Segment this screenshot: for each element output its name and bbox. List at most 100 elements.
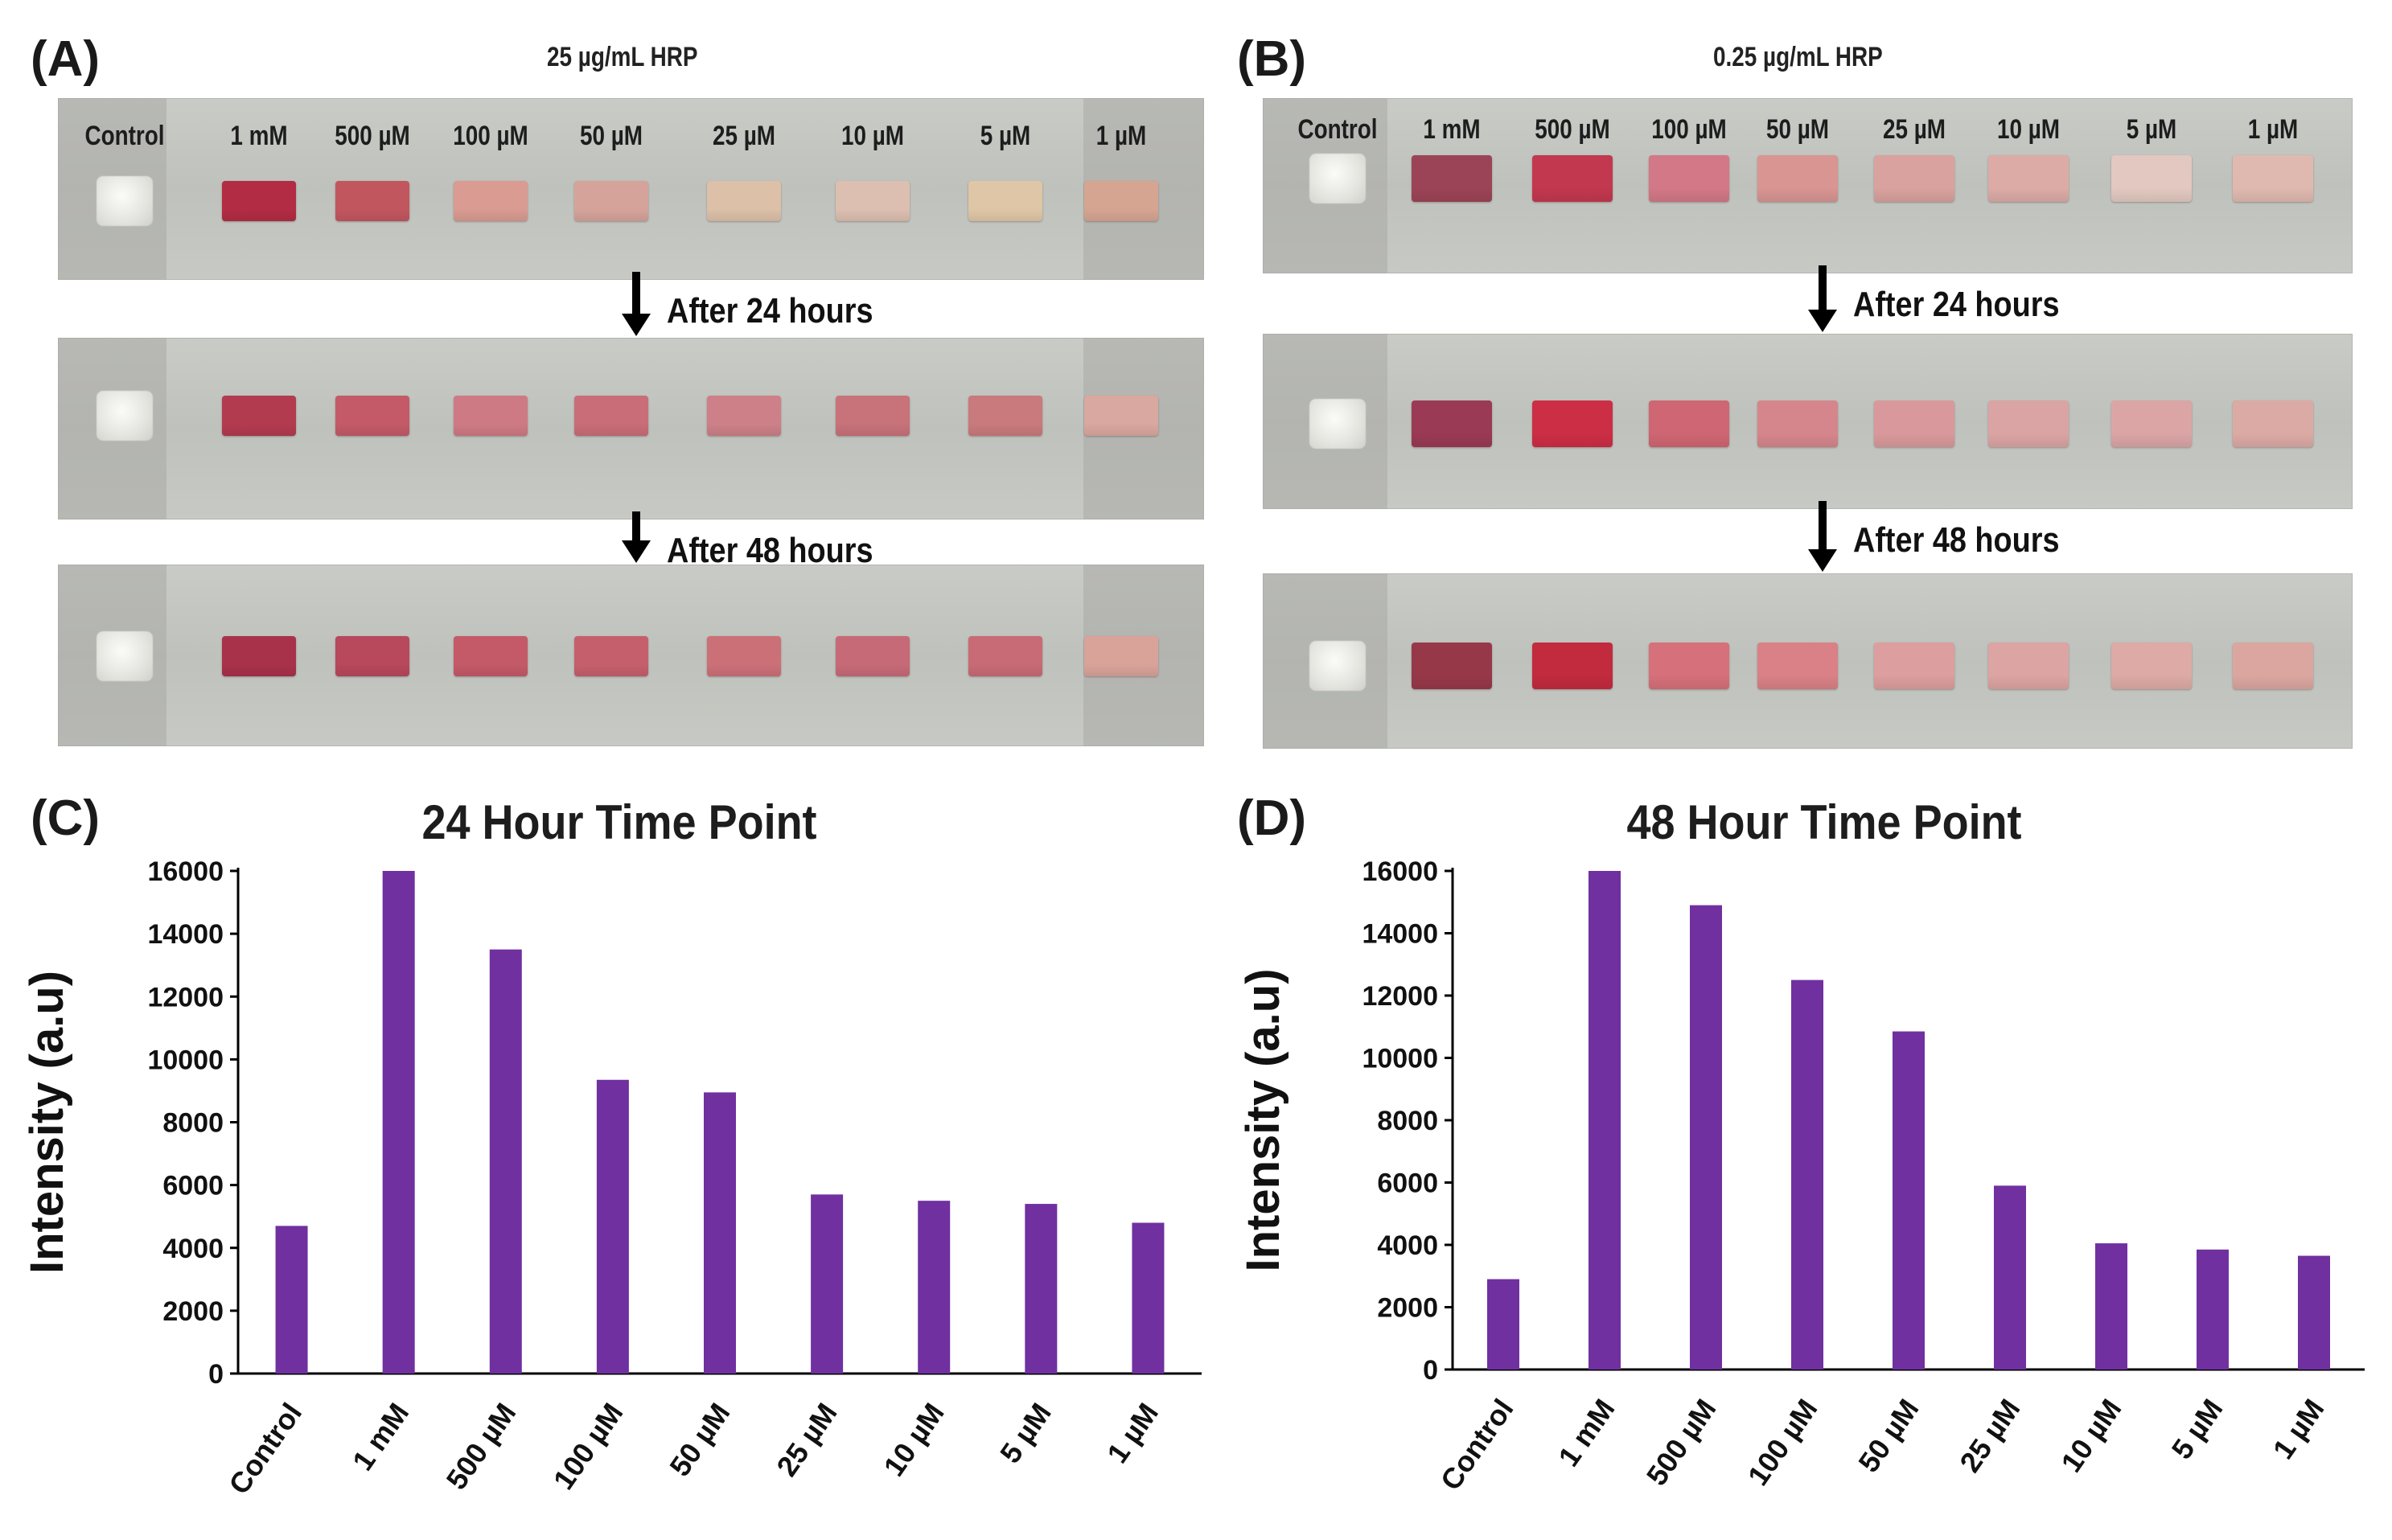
test-pad-swatch xyxy=(1532,155,1613,202)
x-tick-label: Control xyxy=(222,1397,308,1500)
concentration-label: 1 mM xyxy=(230,121,288,151)
test-pad-swatch xyxy=(1874,155,1954,202)
down-arrow-icon xyxy=(622,272,651,336)
test-pad-swatch xyxy=(2111,155,2192,202)
concentration-label: 25 µM xyxy=(712,121,776,151)
test-pad-swatch xyxy=(1988,400,2069,447)
test-pad-swatch xyxy=(335,396,409,436)
y-axis-label: Intensity (a.u) xyxy=(1237,968,1289,1271)
test-pad-swatch xyxy=(836,181,910,221)
panel-a-strip-0 xyxy=(58,98,1204,280)
test-pad-swatch xyxy=(707,181,781,221)
test-pad-swatch xyxy=(1874,643,1954,689)
control-pad xyxy=(1309,154,1366,203)
test-pad-swatch xyxy=(1874,400,1954,447)
chart-d: 0 2000 4000 6000 8000 10000 12000 14000 16000 Int… xyxy=(1237,856,2365,1496)
test-pad-swatch xyxy=(2111,400,2192,447)
bar xyxy=(918,1201,951,1374)
y-tick-label: 8000 xyxy=(1377,1106,1438,1136)
bar xyxy=(1791,979,1823,1370)
test-pad-swatch xyxy=(1757,400,1838,447)
panel-a-label: (A) xyxy=(31,31,101,87)
x-tick-label: 5 µM xyxy=(993,1397,1058,1469)
bar xyxy=(1589,871,1621,1370)
test-pad-swatch xyxy=(2233,155,2313,202)
control-pad xyxy=(97,176,153,226)
panel-b-title: 0.25 µg/mL HRP xyxy=(1713,42,1883,72)
y-tick-label: 4000 xyxy=(1377,1230,1438,1261)
concentration-label: 100 µM xyxy=(453,121,528,151)
concentration-label: 5 µM xyxy=(2126,114,2177,145)
test-pad-swatch xyxy=(1757,155,1838,202)
test-pad-swatch xyxy=(222,396,296,436)
bar xyxy=(811,1194,844,1374)
panel-b-label: (B) xyxy=(1237,31,1307,87)
test-pad-swatch xyxy=(454,181,528,221)
test-pad-swatch xyxy=(1084,636,1158,676)
test-pad-swatch xyxy=(2111,643,2192,689)
y-tick-label: 10000 xyxy=(147,1045,224,1075)
concentration-label: 10 µM xyxy=(840,121,905,151)
panel-d-label: (D) xyxy=(1237,791,1307,846)
test-pad-swatch xyxy=(836,396,910,436)
bar xyxy=(704,1092,736,1374)
concentration-label: Control xyxy=(84,121,165,151)
test-pad-swatch xyxy=(222,636,296,676)
test-pad-swatch xyxy=(968,396,1042,436)
test-pad-swatch xyxy=(836,636,910,676)
y-tick-label: 2000 xyxy=(162,1296,224,1327)
control-pad xyxy=(97,391,153,441)
test-pad-swatch xyxy=(968,181,1042,221)
x-tick-label: 1 mM xyxy=(1552,1393,1621,1472)
test-pad-swatch xyxy=(707,636,781,676)
concentration-label: 5 µM xyxy=(980,121,1031,151)
y-tick-label: 16000 xyxy=(1362,856,1438,887)
concentration-label: 25 µM xyxy=(1882,114,1946,145)
down-arrow-icon xyxy=(1808,265,1837,332)
panel-b-strip-0 xyxy=(1263,98,2353,273)
concentration-label: 1 µM xyxy=(2247,114,2299,145)
bar xyxy=(1994,1185,2026,1370)
test-pad-swatch xyxy=(2233,400,2313,447)
concentration-label: 1 mM xyxy=(1423,114,1481,145)
x-tick-label: Control xyxy=(1434,1393,1520,1496)
test-pad-swatch xyxy=(1084,396,1158,436)
y-tick-label: 14000 xyxy=(1362,919,1438,950)
bar xyxy=(489,949,522,1374)
bar xyxy=(382,871,415,1374)
time-step-label: After 48 hours xyxy=(667,531,873,570)
concentration-label: 10 µM xyxy=(1996,114,2061,145)
y-tick-label: 6000 xyxy=(162,1171,224,1201)
y-axis-label: Intensity (a.u) xyxy=(21,971,73,1274)
test-pad-swatch xyxy=(1757,643,1838,689)
test-pad-swatch xyxy=(335,636,409,676)
y-tick-label: 0 xyxy=(208,1359,224,1390)
concentration-label: 500 µM xyxy=(1535,114,1610,145)
down-arrow-icon xyxy=(622,511,651,563)
x-tick-label: 1 µM xyxy=(2267,1393,2331,1465)
y-tick-label: 4000 xyxy=(162,1234,224,1264)
x-tick-label: 100 µM xyxy=(1741,1393,1824,1491)
test-pad-swatch xyxy=(707,396,781,436)
control-pad xyxy=(97,631,153,681)
down-arrow-icon xyxy=(1808,501,1837,572)
test-pad-swatch xyxy=(1532,400,1613,447)
time-step-label: After 24 hours xyxy=(1853,285,2060,324)
test-pad-swatch xyxy=(1412,643,1492,689)
panel-a-strip-1 xyxy=(58,338,1204,519)
panel-a-title: 25 µg/mL HRP xyxy=(547,42,698,72)
panel-b-strip-1 xyxy=(1263,334,2353,509)
test-pad-swatch xyxy=(1084,181,1158,221)
concentration-label: 1 µM xyxy=(1095,121,1147,151)
x-tick-label: 500 µM xyxy=(439,1397,522,1495)
panel-c-label: (C) xyxy=(31,791,101,846)
bar xyxy=(2197,1249,2229,1370)
test-pad-swatch xyxy=(222,181,296,221)
y-tick-label: 12000 xyxy=(1362,981,1438,1012)
bar xyxy=(1487,1279,1519,1370)
y-tick-label: 6000 xyxy=(1377,1168,1438,1199)
x-tick-label: 50 µM xyxy=(663,1397,736,1482)
x-tick-label: 1 µM xyxy=(1100,1397,1165,1469)
test-pad-swatch xyxy=(574,636,648,676)
y-tick-label: 16000 xyxy=(147,856,224,887)
